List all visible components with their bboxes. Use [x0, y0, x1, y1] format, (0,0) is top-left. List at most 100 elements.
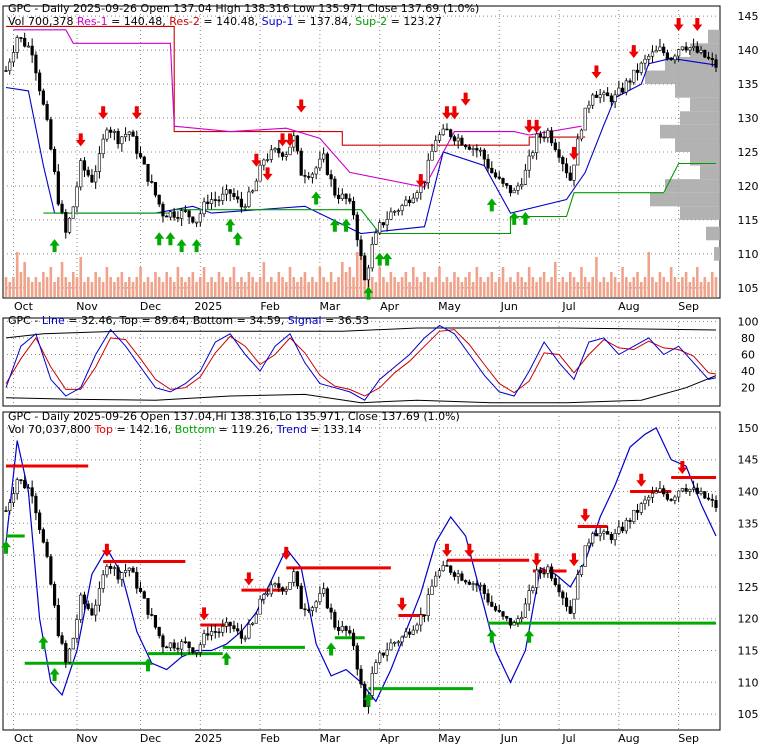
volume-bar: [654, 282, 658, 297]
volume-bar: [370, 277, 374, 297]
stoch-panel-ytick: 80: [741, 332, 755, 345]
volume-bar: [408, 282, 411, 297]
trend-panel-candle: [202, 633, 206, 646]
trend-panel-candle: [131, 567, 135, 573]
volume-bar: [19, 272, 23, 297]
volume-bar: [176, 267, 180, 297]
trend-panel-candle: [662, 488, 666, 495]
price-panel-candle: [456, 137, 460, 142]
volume-bar: [468, 272, 471, 297]
stoch-panel-frame: [2, 317, 721, 407]
price-panel-candle: [247, 191, 251, 207]
volume-bar: [79, 257, 83, 297]
price-panel-candle: [86, 169, 90, 176]
volume-bar: [142, 282, 146, 297]
price-panel-candle: [355, 214, 359, 241]
volume-bar: [296, 282, 299, 297]
trend-panel-candle: [30, 487, 34, 497]
volume-bar: [225, 282, 228, 297]
volume-bar: [595, 257, 598, 297]
volume-bar: [135, 277, 139, 297]
volume-bar: [445, 277, 449, 297]
volume-bar: [60, 262, 64, 297]
price-panel-candle: [658, 46, 662, 51]
volume-bar: [557, 282, 561, 297]
volume-bar: [232, 267, 236, 297]
volume-bar: [348, 267, 352, 297]
price-legend-line2-part-4: = 140.48,: [200, 15, 262, 28]
volume-bar: [449, 282, 452, 297]
volume-bar: [116, 277, 120, 297]
trend-panel-candle: [49, 556, 53, 585]
trend-panel-candle: [407, 631, 412, 635]
buy-arrow-icon: [176, 239, 187, 253]
trend-panel-candle: [538, 569, 542, 574]
sell-arrow-icon: [75, 133, 86, 147]
price-legend-line1-part-0: GPC - Daily 2025-09-26 Open 137.04 High …: [8, 2, 479, 15]
price-panel-candle: [579, 129, 584, 140]
sell-arrow-icon: [531, 119, 542, 133]
price-panel-candle: [430, 150, 434, 161]
volume-bar: [460, 282, 464, 297]
volume-bar: [378, 267, 381, 297]
price-panel-candle: [404, 199, 408, 206]
trend-panel-candle: [703, 491, 707, 499]
price-panel-candle: [478, 149, 483, 152]
price-panel-candle: [374, 232, 378, 245]
volume-bar: [326, 282, 329, 297]
trend-panel-candle: [647, 496, 651, 501]
x-label-top: Jun: [500, 300, 518, 313]
trend-panel-candle: [445, 565, 449, 567]
price-panel-candle: [703, 49, 707, 58]
price-panel-candle: [594, 94, 599, 98]
stoch-legend-part-0: GPC -: [8, 314, 42, 327]
volume-bar: [714, 277, 718, 297]
volume-bar: [512, 282, 516, 297]
volume-bar: [509, 277, 512, 297]
trend-panel-candle: [191, 647, 195, 653]
sell-arrow-icon: [281, 546, 292, 560]
price-panel-candle: [194, 221, 199, 224]
sell-arrow-icon: [692, 17, 703, 31]
trend-panel-candle: [520, 616, 524, 620]
volume-bar: [393, 277, 396, 297]
volume-bar: [251, 277, 254, 297]
volume-profile-bar: [700, 165, 720, 180]
trend-panel-candle: [471, 583, 475, 585]
buy-arrow-icon: [509, 211, 520, 225]
price-panel-candle: [632, 69, 636, 83]
x-label-top: 2025: [194, 300, 222, 313]
price-panel-candle: [165, 215, 169, 218]
trend-panel-candle: [441, 565, 445, 572]
price-panel-candle: [475, 148, 479, 151]
volume-bar: [94, 272, 97, 297]
price-panel-candle: [549, 130, 554, 144]
volume-bar: [314, 282, 318, 297]
trend-panel-candle: [606, 531, 610, 535]
price-panel-candle: [680, 46, 684, 50]
price-panel-candle: [396, 210, 400, 212]
trend-panel-candle: [213, 631, 217, 633]
trend-panel-candle: [684, 488, 688, 492]
price-panel-candle: [486, 158, 490, 169]
volume-bar: [576, 282, 580, 297]
volume-bar: [419, 282, 423, 297]
volume-bar: [217, 272, 221, 297]
trend-panel-candle: [26, 487, 31, 490]
sell-arrow-icon: [199, 607, 210, 621]
price-panel-ytick: 105: [738, 282, 759, 295]
price-panel-candle: [82, 160, 87, 171]
volume-bar: [210, 277, 213, 297]
price-panel-candle: [568, 172, 572, 181]
trend-panel-candle: [359, 668, 363, 685]
buy-arrow-icon: [486, 629, 497, 643]
trend-panel-frame: [2, 411, 721, 731]
buy-arrow-icon: [49, 667, 60, 681]
trend-panel-candle: [292, 571, 296, 583]
price-panel-candle: [706, 56, 711, 59]
volume-bar: [389, 272, 393, 297]
price-panel-candle: [650, 51, 655, 57]
volume-bar: [662, 277, 665, 297]
stoch-panel-ytick: 60: [741, 349, 755, 362]
